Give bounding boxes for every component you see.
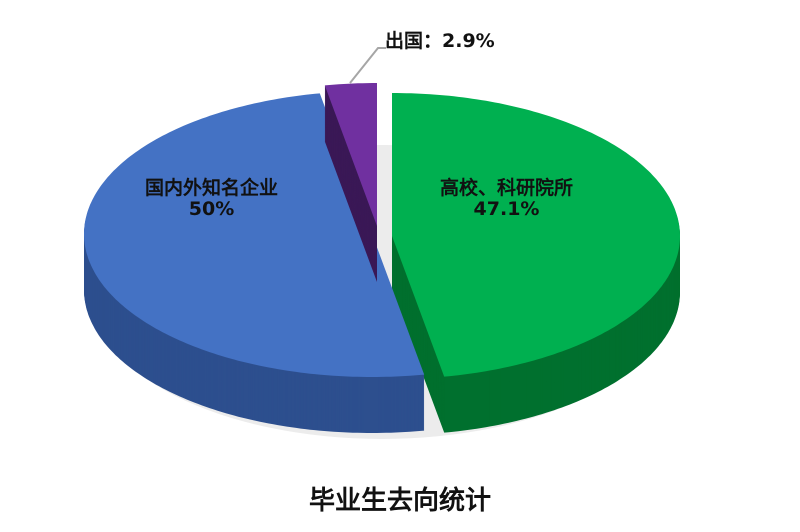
slice-universities xyxy=(392,93,680,433)
label-enterprises-value: 50% xyxy=(188,198,235,220)
slice-top-abroad xyxy=(324,83,377,226)
label-enterprises-name: 国内外知名企业 xyxy=(145,177,279,199)
label-universities: 高校、科研院所 47.1% xyxy=(440,178,573,220)
label-abroad: 出国：2.9% xyxy=(385,31,495,52)
label-universities-value: 47.1% xyxy=(473,198,540,220)
slice-abroad xyxy=(324,83,377,282)
label-universities-name: 高校、科研院所 xyxy=(440,177,574,199)
label-enterprises: 国内外知名企业 50% xyxy=(145,178,278,220)
chart-title: 毕业生去向统计 xyxy=(308,486,491,516)
leader-line-abroad xyxy=(349,47,386,84)
slice-top-universities xyxy=(392,93,680,377)
label-abroad-text: 出国：2.9% xyxy=(385,30,495,52)
